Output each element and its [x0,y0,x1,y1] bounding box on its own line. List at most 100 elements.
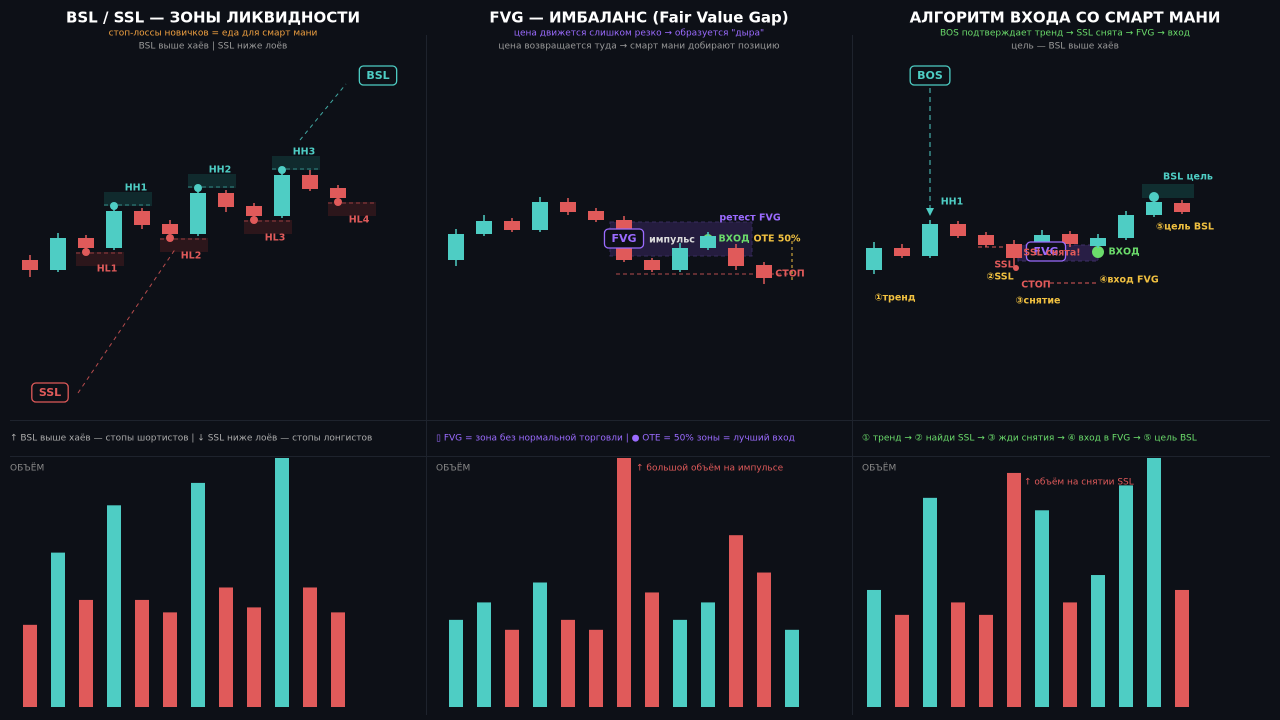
candle-body [50,238,66,270]
candle-body [922,224,938,256]
volume-bar [729,535,743,707]
footer-note: ① тренд → ② найди SSL → ③ жди снятия → ④… [862,434,1197,444]
panel-title: BSL / SSL — ЗОНЫ ЛИКВИДНОСТИ [66,9,360,27]
volume-bar [449,619,463,707]
panel-subtitle: стоп-лоссы новичков = еда для смарт мани [109,29,318,39]
volume-bar [1007,472,1021,707]
candle-body [644,260,660,270]
annotation: HL1 [97,264,118,275]
candle-body [78,238,94,248]
volume-bar [51,552,65,707]
volume-bar [617,458,631,707]
candle-body [22,260,38,270]
candle-body [560,202,576,212]
volume-bar [1119,485,1133,707]
annotation: HH1 [125,183,148,194]
candle-body [866,248,882,270]
volume-bar [505,629,519,707]
annotation: SSL снята! [1023,248,1080,259]
annotation: HH2 [209,165,232,176]
annotation-box [909,65,951,86]
volume-bar [895,614,909,707]
candle-body [246,206,262,216]
volume-bar [1063,602,1077,707]
candle-body [588,211,604,220]
volume-note: ↑ большой объём на импульсе [636,464,784,474]
annotation: ⑤цель BSL [1156,222,1214,233]
volume-bar [645,592,659,707]
candle-body [162,224,178,234]
annotation: BOS [917,69,943,82]
candle-body [106,211,122,248]
volume-bar [701,602,715,707]
annotation-box [1025,241,1067,262]
annotation: ВХОД [718,234,749,245]
volume-bar [757,572,771,707]
panel-subtitle: цель — BSL выше хаёв [1011,42,1119,52]
annotation: HH3 [293,147,316,158]
volume-bar [247,607,261,707]
volume-bar [303,587,317,707]
annotation: BSL [366,69,389,82]
candle-body [756,265,772,278]
volume-label: ОБЪЁМ [436,463,470,474]
volume-bar [135,599,149,707]
volume-bar [589,629,603,707]
annotation: OTE 50% [753,234,801,245]
volume-bar [79,599,93,707]
volume-bar [1091,575,1105,707]
volume-bar [275,458,289,707]
panel-subtitle: BOS подтверждает тренд → SSL снята → FVG… [940,29,1190,39]
volume-bar [477,602,491,707]
annotation: ретест FVG [719,213,780,224]
candle-body [504,221,520,230]
footer-note: ↑ BSL выше хаёв — стопы шортистов | ↓ SS… [10,434,372,444]
annotation-box [31,382,69,403]
panel-subtitle: цена возвращается туда → смарт мани доби… [498,42,780,52]
candle-body [302,175,318,189]
annotation-box [603,228,645,249]
candle-body [190,193,206,234]
annotation: ④вход FVG [1099,275,1159,286]
annotation: FVG [1033,245,1058,258]
annotation: FVG [611,232,636,245]
annotation: ВХОД [1108,247,1139,258]
volume-bar [923,497,937,707]
candle-body [728,248,744,266]
candle-body [1174,203,1190,212]
volume-bar [979,614,993,707]
candle-body [672,248,688,270]
annotation: HH1 [941,197,964,208]
candle-body [330,188,346,198]
volume-bar [785,629,799,707]
annotation: HL3 [265,233,286,244]
panel-subtitle: цена движется слишком резко → образуется… [514,29,764,39]
annotation: BSL цель [1163,172,1213,183]
annotation: импульс [649,235,695,246]
volume-bar [23,624,37,707]
candle-body [978,235,994,245]
volume-bar [219,587,233,707]
annotation: СТОП [775,269,805,280]
volume-bar [1035,510,1049,707]
annotation: SSL [994,260,1013,271]
volume-bar [533,582,547,707]
candle-body [1118,215,1134,238]
volume-bar [951,602,965,707]
candle-body [274,175,290,216]
volume-bar [673,619,687,707]
candle-body [1006,244,1022,258]
candle-body [894,248,910,256]
annotation: ①тренд [874,293,915,304]
annotation: ③снятие [1016,296,1061,307]
panel-title: АЛГОРИТМ ВХОДА СО СМАРТ МАНИ [910,9,1221,27]
annotation: СТОП [1021,280,1051,291]
candle-body [1090,238,1106,246]
panel-title: FVG — ИМБАЛАНС (Fair Value Gap) [489,9,788,27]
volume-label: ОБЪЁМ [862,463,896,474]
candle-body [950,224,966,236]
volume-label: ОБЪЁМ [10,463,44,474]
